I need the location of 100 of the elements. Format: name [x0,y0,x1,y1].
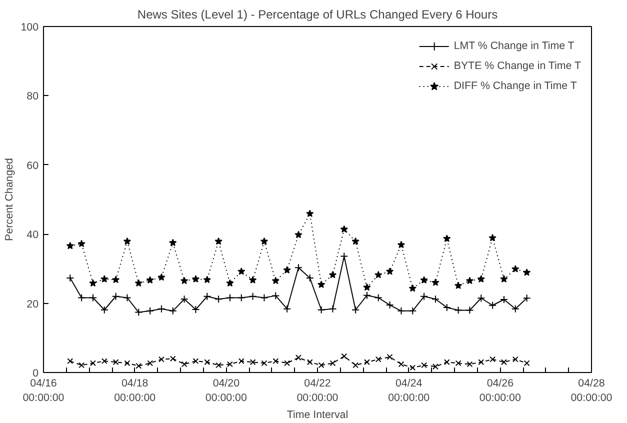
point [488,234,496,242]
point [157,304,166,313]
point [443,234,451,242]
point [500,359,507,366]
point [386,301,394,310]
point [101,358,108,364]
point [330,360,336,366]
point [466,306,474,314]
point [203,292,212,300]
point [248,276,257,284]
point [466,276,474,284]
point [272,292,280,300]
y-tick-label: 80 [26,90,39,103]
point [364,359,370,366]
point [134,279,142,287]
point [306,274,314,282]
point [432,278,440,286]
point [147,360,154,366]
point [123,237,132,245]
point [522,268,531,276]
point [192,358,199,364]
point [352,362,359,368]
point [352,306,360,314]
point [500,275,508,282]
point [204,359,210,366]
point [283,266,291,274]
point [169,238,177,246]
point [398,361,404,368]
point [522,294,531,302]
point [454,282,462,289]
point [410,364,416,371]
point [261,360,268,366]
y-tick-label: 0 [32,368,39,380]
point [328,304,337,313]
legend-label: LMT % Change in Time T [454,40,574,52]
x-axis-title: Time Interval [286,408,348,421]
point [477,275,485,282]
point [442,303,451,312]
point [237,294,246,302]
point [328,270,337,278]
point [454,306,462,314]
point [340,252,348,260]
point [112,276,120,284]
point [420,292,428,300]
point [272,276,280,284]
point [420,276,428,284]
point [192,306,200,314]
legend-label: DIFF % Change in Time T [454,80,577,92]
point [112,292,120,300]
point [181,361,188,368]
point [238,358,244,364]
point [260,294,268,302]
point [158,273,166,281]
chart-title: News Sites (Level 1) - Percentage of URLs Changed Every 6 Hours [137,8,498,22]
point [136,362,142,369]
point [397,306,406,315]
point [146,276,154,284]
point [78,362,85,368]
point [294,230,302,238]
point [78,240,86,248]
point [512,356,518,362]
legend-label: BYTE % Change in Time T [454,60,581,72]
point [511,304,520,313]
point [363,283,371,291]
point [477,294,486,302]
x-tick-label: 04/22 00:00:00 [296,378,338,404]
point [90,360,96,366]
y-axis-title: Percent Changed [4,158,16,241]
point [180,276,188,284]
point [295,354,302,361]
point [170,356,176,362]
point [67,358,74,364]
point [524,360,530,366]
point [455,360,462,366]
point [250,359,256,366]
point [352,237,360,245]
point [362,291,371,300]
x-tick-label: 04/16 00:00:00 [22,378,64,404]
x-tick-label: 04/26 00:00:00 [479,378,521,404]
point [283,304,292,313]
point [306,359,313,366]
point [408,284,416,292]
point [512,265,520,272]
point [248,292,257,300]
point [89,279,97,287]
point [214,295,223,304]
point [66,274,74,282]
y-tick-label: 20 [26,298,39,310]
x-tick-label: 04/18 00:00:00 [114,378,156,404]
y-tick-label: 40 [26,229,39,242]
point [341,353,348,360]
x-tick-label: 04/20 00:00:00 [205,378,247,404]
point [432,364,438,370]
point [294,264,302,272]
point [226,294,234,302]
point [216,362,222,368]
point [386,267,394,275]
point [158,356,164,362]
point [192,275,200,282]
point [397,240,406,248]
